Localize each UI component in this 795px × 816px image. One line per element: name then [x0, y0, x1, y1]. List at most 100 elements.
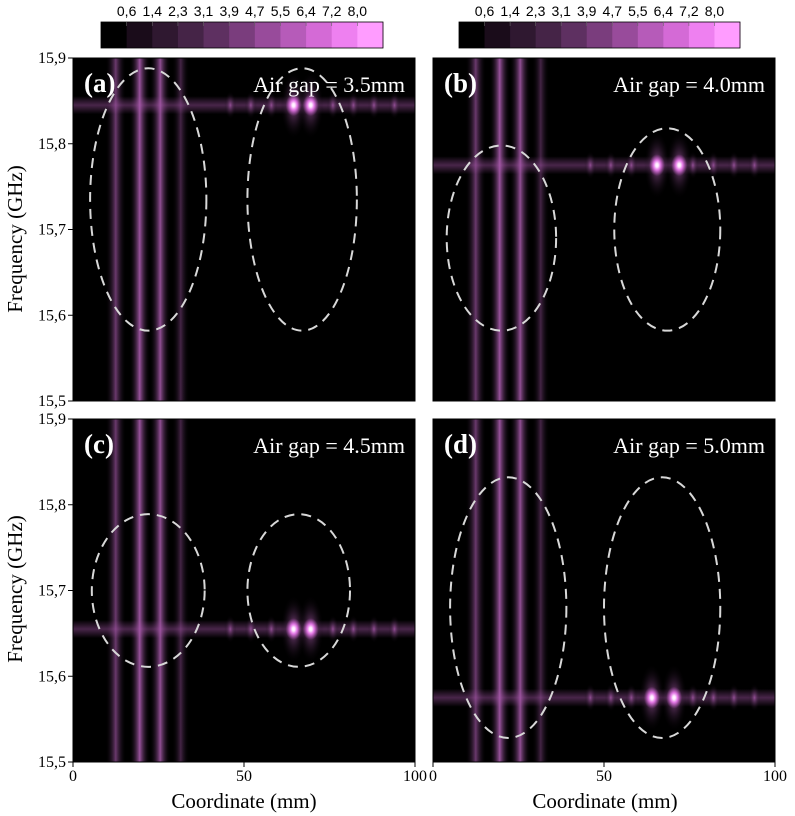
y-tick-label: 15,6 — [38, 668, 66, 685]
x-tick-label: 50 — [236, 768, 252, 785]
side-lobe — [625, 151, 638, 180]
side-lobe — [347, 91, 360, 120]
dashed-ellipse — [246, 513, 352, 668]
colorbar-tick-label: 2,3 — [526, 3, 546, 19]
colorbar-swatch — [663, 22, 690, 48]
side-lobe — [244, 615, 257, 644]
colorbar-frame — [458, 21, 741, 49]
resonance-band — [433, 688, 775, 707]
heatmap-panel: (b) Air gap = 4.0mm — [432, 57, 776, 402]
heatmap-stripe — [509, 58, 531, 401]
hot-spot — [649, 154, 666, 177]
y-axis-label-bottom: Frequency (GHz) — [3, 515, 27, 663]
heatmap-stripe — [105, 58, 127, 401]
y-axis-label-top: Frequency (GHz) — [3, 165, 27, 313]
heatmap-stripe — [532, 58, 550, 401]
colorbar-swatch — [714, 22, 741, 48]
y-ticks-bottom: 15,5 15,6 15,7 15,8 15,9 — [38, 411, 73, 771]
side-lobe — [727, 151, 740, 180]
heatmap-stripe — [465, 58, 487, 401]
colorbar-tick-label: 7,2 — [322, 3, 342, 19]
colorbar-tick-label: 4,7 — [245, 3, 265, 19]
hot-spot — [671, 154, 688, 177]
side-lobe — [224, 615, 237, 644]
side-lobe — [265, 615, 278, 644]
dashed-ellipse — [603, 476, 722, 739]
side-lobe — [224, 91, 237, 120]
x-tick-label: 100 — [403, 768, 427, 785]
heatmap-stripe — [489, 58, 510, 401]
dashed-ellipse — [449, 476, 568, 739]
side-lobe — [748, 151, 761, 180]
heatmap-panel: (c) Air gap = 4.5mm — [72, 418, 416, 763]
x-axis-label-left: Coordinate (mm) — [171, 789, 316, 813]
colorbar-swatch — [612, 22, 639, 48]
heatmap-stripe — [465, 419, 487, 762]
hot-spot — [285, 94, 302, 117]
hot-spot — [666, 686, 683, 709]
x-ticks-left: 0 50 100 — [69, 762, 427, 785]
panel-label: (d) — [444, 429, 477, 459]
heatmap-panel: (a) Air gap = 3.5mm — [72, 57, 416, 402]
dashed-ellipse — [445, 144, 558, 332]
y-tick-label: 15,7 — [38, 583, 66, 600]
y-tick-label: 15,8 — [38, 136, 66, 153]
colorbar-tick-label: 6,4 — [296, 3, 316, 19]
heatmap-stripe — [172, 419, 190, 762]
side-lobe — [244, 91, 257, 120]
air-gap-label: Air gap = 3.5mm — [253, 72, 405, 97]
colorbar-swatch — [510, 22, 537, 48]
y-tick-label: 15,9 — [38, 411, 66, 428]
side-lobe — [584, 151, 597, 180]
side-lobe — [367, 91, 380, 120]
side-lobe — [326, 91, 339, 120]
heatmap-stripe — [149, 58, 171, 401]
side-lobe — [584, 683, 597, 712]
resonance-band — [73, 96, 415, 115]
x-tick-label: 0 — [429, 768, 437, 785]
y-tick-label: 15,5 — [38, 393, 66, 410]
side-lobe — [604, 683, 617, 712]
side-lobe — [707, 683, 720, 712]
colorbar-tick-label: 8,0 — [348, 3, 368, 19]
colorbar-swatch — [331, 22, 358, 48]
colorbar-tick-label: 1,4 — [143, 3, 163, 19]
y-ticks-top: 15,5 15,6 15,7 15,8 15,9 — [38, 50, 73, 410]
heatmap-stripe — [149, 419, 171, 762]
y-tick-label: 15,8 — [38, 497, 66, 514]
side-lobe — [727, 683, 740, 712]
colorbar-tick-label: 1,4 — [500, 3, 520, 19]
colorbar-right: 0,6 1,4 2,3 3,1 3,9 4,7 5,5 6,4 7,2 8,0 — [458, 3, 741, 49]
colorbar-tick-label: 7,2 — [679, 3, 699, 19]
side-lobe — [707, 151, 720, 180]
heatmap-panel: (d) Air gap = 5.0mm — [432, 418, 776, 763]
colorbar-tick-label: 3,1 — [551, 3, 571, 19]
dashed-ellipse — [90, 513, 206, 668]
colorbar-tick-label: 3,1 — [194, 3, 214, 19]
dashed-ellipse — [89, 67, 208, 332]
side-lobe — [347, 615, 360, 644]
y-tick-label: 15,7 — [38, 222, 66, 239]
colorbar-swatch — [688, 22, 715, 48]
heatmap-stripe — [105, 419, 127, 762]
hot-spot — [643, 686, 660, 709]
colorbar-swatch — [459, 22, 486, 48]
y-tick-label: 15,5 — [38, 754, 66, 771]
side-lobe — [388, 615, 401, 644]
colorbar-tick-label: 4,7 — [603, 3, 623, 19]
colorbar-tick-label: 3,9 — [577, 3, 597, 19]
panel-frame — [432, 57, 776, 402]
air-gap-label: Air gap = 4.0mm — [613, 72, 765, 97]
hot-spot — [302, 94, 319, 117]
hot-spot — [302, 618, 319, 641]
heatmap-stripe — [489, 419, 510, 762]
panel-label: (a) — [84, 68, 115, 98]
x-ticks-right: 0 50 100 — [429, 762, 787, 785]
colorbar-swatch — [484, 22, 511, 48]
heatmap-stripe — [509, 419, 531, 762]
panels: (a) Air gap = 3.5mm (b) Air gap = 4.0mm (c) A… — [72, 57, 776, 763]
colorbar-swatch — [637, 22, 664, 48]
side-lobe — [367, 615, 380, 644]
colorbar-tick-label: 0,6 — [117, 3, 137, 19]
